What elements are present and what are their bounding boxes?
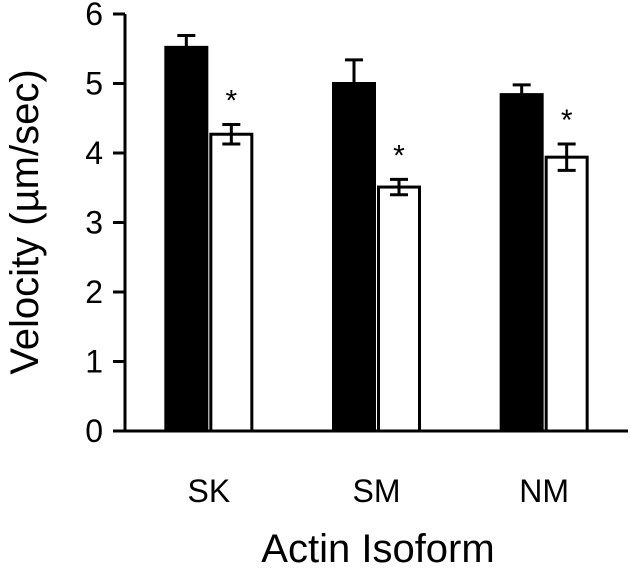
bar [544, 155, 589, 433]
bar [332, 82, 376, 433]
significance-marker: * [393, 139, 405, 172]
x-tick-label: NM [519, 473, 569, 509]
bar [499, 93, 544, 433]
x-tick-label: SM [353, 473, 401, 509]
y-tick-label: 6 [85, 0, 103, 32]
y-tick-label: 1 [85, 344, 103, 380]
y-tick-label: 4 [85, 135, 103, 171]
x-axis-title: Actin Isoform [261, 527, 494, 568]
y-ticks: 0 1 2 3 4 5 6 [85, 0, 125, 449]
y-tick-label: 0 [85, 413, 103, 449]
bar [209, 132, 254, 433]
significance-marker: * [225, 85, 237, 118]
category-labels: SK SM NM [187, 473, 569, 509]
y-tick-label: 3 [85, 205, 103, 241]
bars: * * * [164, 34, 589, 433]
significance-marker: * [561, 104, 573, 137]
bar [377, 185, 421, 433]
x-tick-label: SK [187, 473, 230, 509]
y-axis-title: Velocity (µm/sec) [3, 69, 47, 374]
y-tick-label: 2 [85, 274, 103, 310]
bar [164, 45, 209, 433]
y-tick-label: 5 [85, 66, 103, 102]
